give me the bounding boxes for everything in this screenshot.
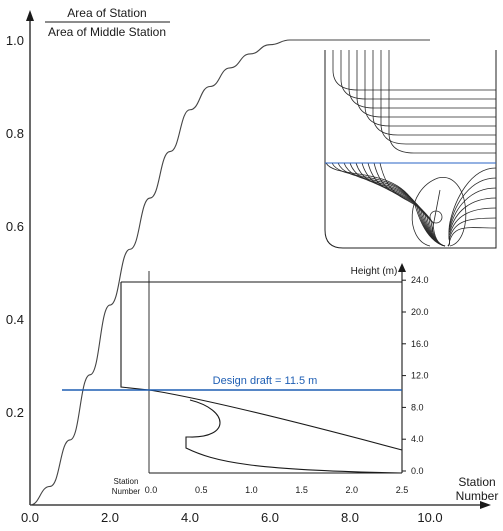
body-plan-section-line	[348, 50, 496, 109]
inset-x-tick-labels: 0.0 0.5 1.0 1.5 2.0 2.5	[145, 485, 409, 495]
inset-y-label: Height (m)	[351, 266, 398, 277]
inset-y-tick-label: 8.0	[411, 402, 424, 412]
body-plan-section-line	[411, 177, 467, 247]
inset-x-tick-label: 1.0	[245, 485, 258, 495]
main-x-label-line2: Number	[456, 489, 499, 503]
main-x-label-line1: Station	[458, 475, 495, 489]
main-y-label-numerator: Area of Station	[67, 6, 146, 20]
inset-x-label-line1: Station	[114, 477, 139, 486]
body-plan-section-lines	[325, 50, 497, 247]
main-x-tick-label: 6.0	[261, 510, 279, 525]
inset-x-tick-label: 0.5	[195, 485, 208, 495]
body-plan-section-line	[364, 50, 496, 127]
main-y-label-denominator: Area of Middle Station	[48, 25, 166, 39]
main-x-axis-arrow	[480, 501, 491, 509]
main-y-tick-label: 0.4	[6, 312, 24, 327]
main-x-tick-label: 4.0	[181, 510, 199, 525]
body-plan-section-line	[356, 50, 496, 118]
inset-y-tick-label: 4.0	[411, 434, 424, 444]
inset-y-tick-label: 16.0	[411, 339, 429, 349]
main-x-tick-label: 8.0	[341, 510, 359, 525]
bulb-circle	[429, 210, 443, 224]
main-x-tick-label: 2.0	[101, 510, 119, 525]
body-plan-section-line	[388, 50, 496, 154]
main-y-tick-label: 0.2	[6, 405, 24, 420]
main-series-line	[29, 39, 430, 506]
body-plan-section-line	[340, 50, 496, 100]
inset-y-tick-label: 20.0	[411, 307, 429, 317]
body-plan-inset	[324, 50, 497, 249]
design-draft-label: Design draft = 11.5 m	[213, 375, 318, 387]
inset-x-label-line2: Number	[112, 487, 141, 496]
inset-x-tick-label: 2.5	[396, 485, 409, 495]
profile-inset: Design draft = 11.5 m 0.0 0.5 1.0 1.5 2.0 2.5…	[62, 263, 429, 496]
body-plan-section-line	[372, 50, 496, 136]
profile-bulb-line	[185, 399, 403, 474]
main-x-tick-label: 10.0	[417, 510, 442, 525]
main-y-axis-arrow	[26, 10, 34, 21]
body-plan-section-line	[332, 50, 496, 91]
main-y-tick-label: 1.0	[6, 33, 24, 48]
main-y-tick-label: 0.6	[6, 219, 24, 234]
body-plan-frame	[324, 50, 497, 249]
inset-y-tick-label: 12.0	[411, 371, 429, 381]
inset-x-tick-label: 2.0	[346, 485, 359, 495]
inset-y-tick-labels: 0.0 4.0 8.0 12.0 16.0 20.0 24.0	[402, 275, 429, 476]
body-plan-section-line	[380, 50, 496, 145]
profile-hull-line	[120, 282, 403, 451]
main-y-tick-label: 0.8	[6, 126, 24, 141]
inset-x-tick-label: 1.5	[295, 485, 308, 495]
inset-y-axis-arrow	[398, 263, 406, 272]
main-y-tick-labels: 0.2 0.4 0.6 0.8 1.0	[6, 33, 24, 420]
main-x-tick-labels: 0.0 2.0 4.0 6.0 8.0 10.0	[21, 510, 443, 525]
inset-y-tick-label: 24.0	[411, 275, 429, 285]
body-plan-section-line	[447, 227, 497, 247]
main-x-tick-label: 0.0	[21, 510, 39, 525]
inset-y-tick-label: 0.0	[411, 466, 424, 476]
inset-x-tick-label: 0.0	[145, 485, 158, 495]
